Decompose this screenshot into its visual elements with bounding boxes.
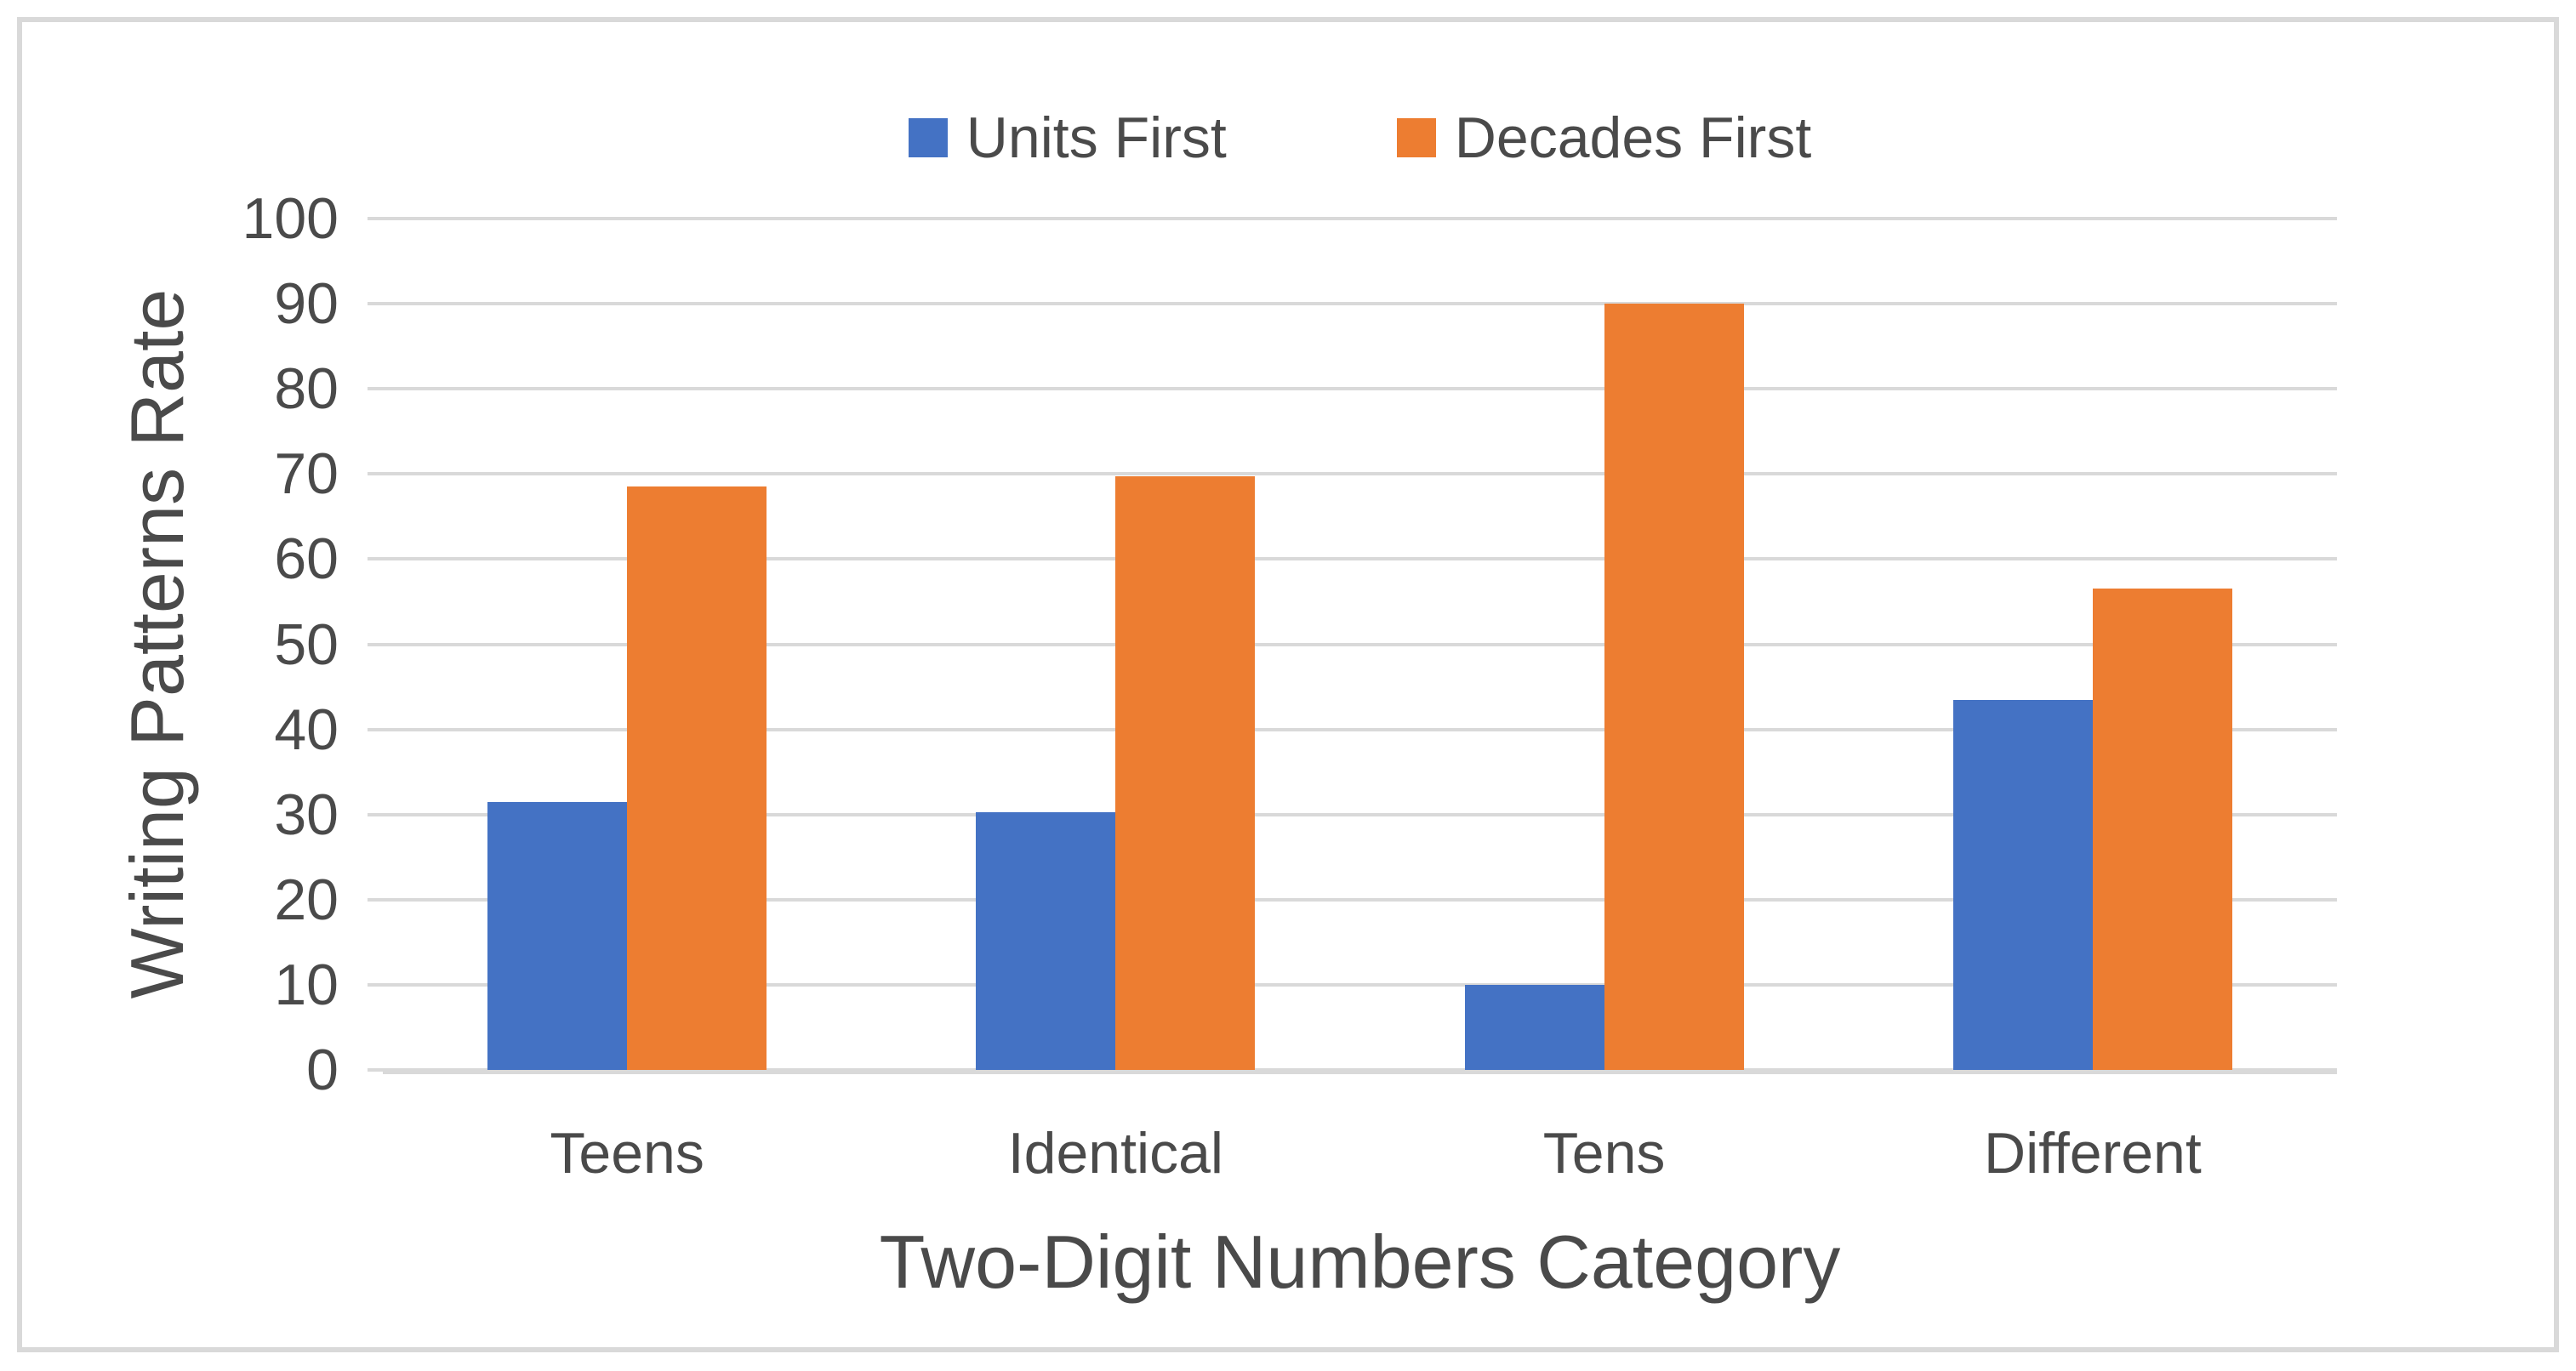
gridline-y-40 bbox=[383, 727, 2337, 731]
x-axis-title: Two-Digit Numbers Category bbox=[879, 1220, 1841, 1304]
y-tick-mark-10 bbox=[368, 982, 383, 987]
y-tick-mark-90 bbox=[368, 302, 383, 306]
gridline-y-80 bbox=[383, 387, 2337, 391]
plot-area bbox=[368, 217, 2337, 1074]
legend-swatch-units-first bbox=[908, 118, 948, 157]
y-tick-mark-50 bbox=[368, 642, 383, 646]
bar-units-first-identical bbox=[976, 811, 1116, 1070]
bar-decades-first-different bbox=[2092, 589, 2232, 1070]
bar-units-first-teens bbox=[487, 801, 628, 1070]
bar-decades-first-tens bbox=[1604, 304, 1744, 1070]
gridline-y-50 bbox=[383, 642, 2337, 646]
gridline-y-20 bbox=[383, 897, 2337, 902]
y-tick-label-30: 30 bbox=[274, 782, 339, 847]
y-tick-mark-0 bbox=[368, 1068, 383, 1072]
y-tick-mark-60 bbox=[368, 557, 383, 561]
legend-label-units-first: Units First bbox=[966, 105, 1227, 170]
y-tick-label-80: 80 bbox=[274, 356, 339, 422]
y-tick-mark-80 bbox=[368, 387, 383, 391]
legend-label-decades-first: Decades First bbox=[1454, 105, 1812, 170]
bar-units-first-tens bbox=[1464, 984, 1604, 1070]
bar-decades-first-identical bbox=[1115, 476, 1256, 1070]
bar-units-first-different bbox=[1952, 699, 2093, 1070]
x-category-label-teens: Teens bbox=[550, 1121, 704, 1186]
y-tick-label-90: 90 bbox=[274, 271, 339, 337]
y-tick-mark-100 bbox=[368, 217, 383, 220]
legend: Units First Decades First bbox=[383, 95, 2337, 180]
legend-item-decades-first: Decades First bbox=[1396, 105, 1812, 170]
gridline-y-70 bbox=[383, 472, 2337, 476]
gridline-y-30 bbox=[383, 812, 2337, 816]
y-tick-label-10: 10 bbox=[274, 952, 339, 1017]
y-tick-label-20: 20 bbox=[274, 867, 339, 932]
x-axis-line bbox=[383, 1069, 2337, 1074]
y-tick-label-50: 50 bbox=[274, 612, 339, 677]
y-tick-mark-40 bbox=[368, 727, 383, 731]
y-tick-label-60: 60 bbox=[274, 526, 339, 592]
x-category-label-identical: Identical bbox=[1007, 1121, 1224, 1186]
legend-swatch-decades-first bbox=[1396, 118, 1436, 157]
y-tick-label-70: 70 bbox=[274, 441, 339, 507]
y-tick-label-100: 100 bbox=[242, 186, 339, 251]
y-tick-mark-20 bbox=[368, 897, 383, 902]
y-tick-label-40: 40 bbox=[274, 697, 339, 762]
x-category-label-different: Different bbox=[1983, 1121, 2202, 1186]
gridline-y-100 bbox=[383, 217, 2337, 220]
y-axis-title: Writing Patterns Rate bbox=[115, 288, 199, 999]
gridline-y-10 bbox=[383, 982, 2337, 987]
x-category-label-tens: Tens bbox=[1542, 1121, 1666, 1186]
y-tick-label-0: 0 bbox=[306, 1038, 339, 1102]
gridline-y-90 bbox=[383, 302, 2337, 306]
legend-item-units-first: Units First bbox=[908, 105, 1227, 170]
gridline-y-60 bbox=[383, 557, 2337, 561]
bar-decades-first-teens bbox=[627, 486, 767, 1070]
y-tick-mark-70 bbox=[368, 472, 383, 476]
y-tick-mark-30 bbox=[368, 812, 383, 816]
